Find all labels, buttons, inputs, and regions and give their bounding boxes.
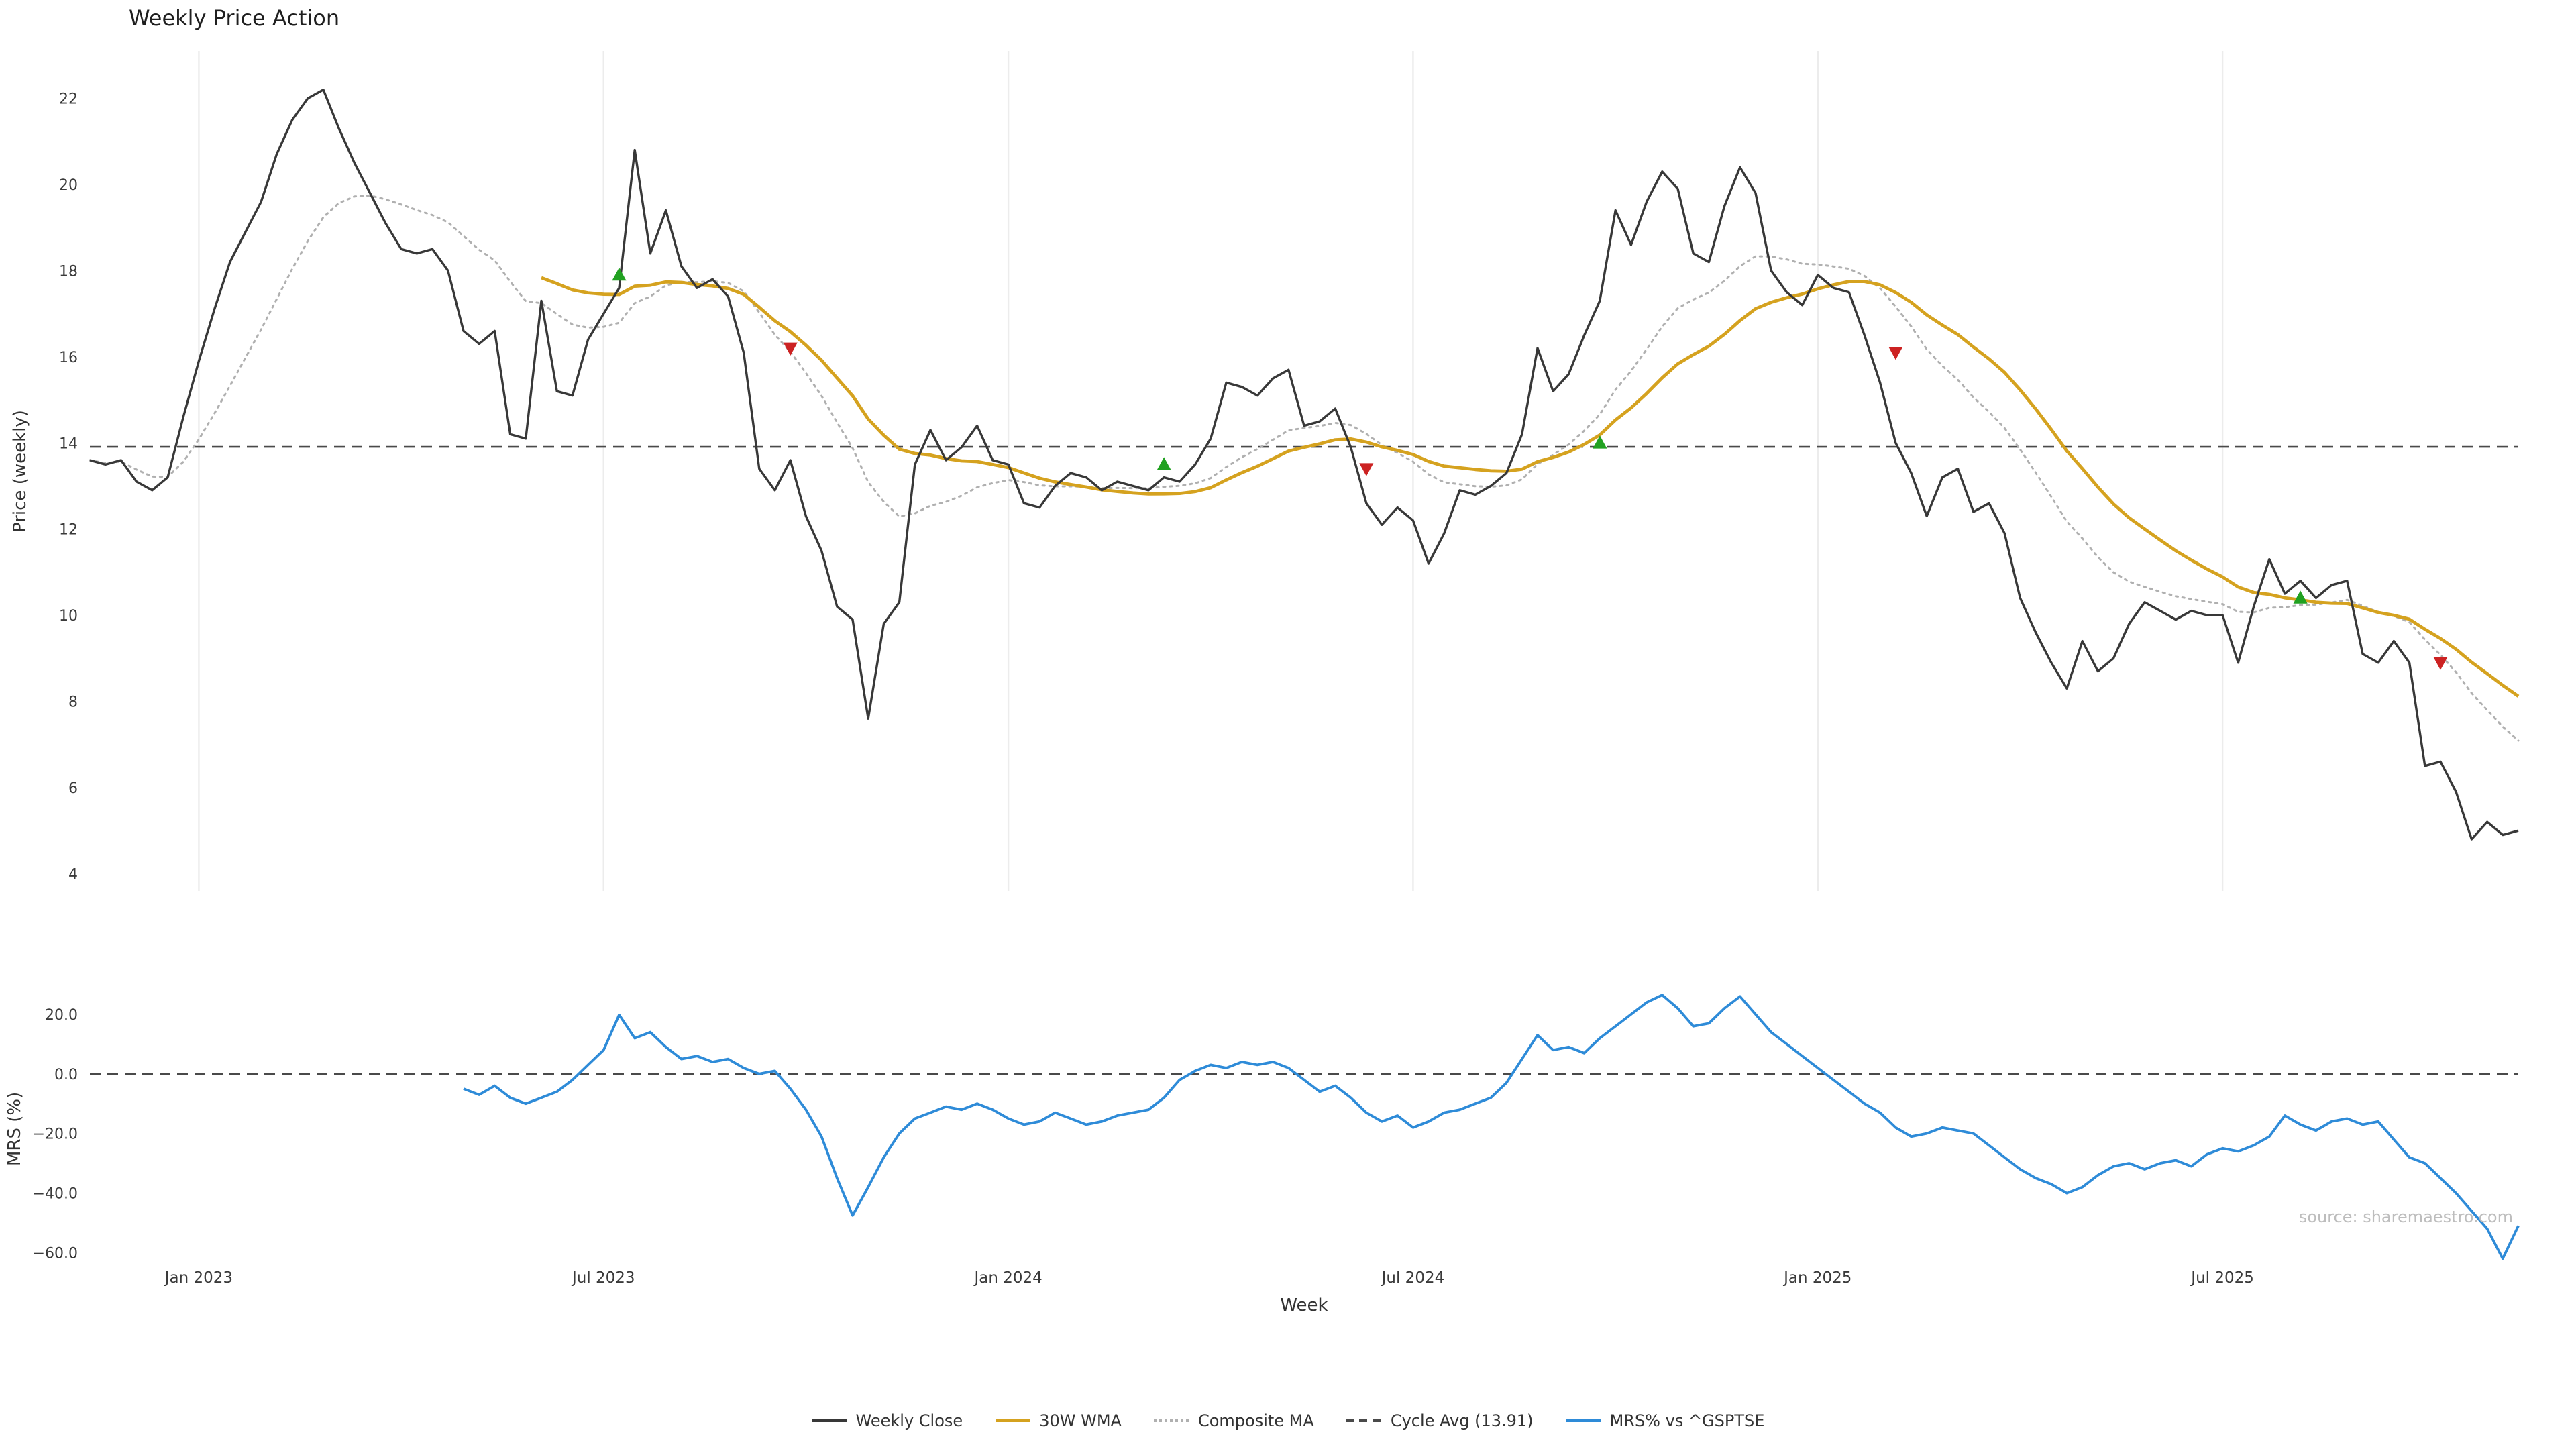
- sell-signal-marker: [1888, 347, 1903, 360]
- price-y-tick-label: 16: [59, 350, 78, 366]
- mrs-y-tick-label: −60.0: [33, 1245, 78, 1262]
- source-watermark: source: sharemaestro.com: [2298, 1208, 2513, 1226]
- mrs-y-tick-label: −40.0: [33, 1186, 78, 1203]
- sell-signal-marker: [1359, 463, 1374, 476]
- legend-label: Weekly Close: [855, 1411, 963, 1430]
- x-tick-label: Jan 2024: [973, 1269, 1042, 1287]
- price-y-tick-label: 14: [59, 435, 78, 452]
- price-y-tick-label: 22: [59, 91, 78, 108]
- legend-label: MRS% vs ^GSPTSE: [1609, 1411, 1765, 1430]
- wma-line: [541, 276, 2520, 698]
- x-axis-label: Week: [1280, 1296, 1328, 1316]
- x-tick-label: Jul 2024: [1381, 1269, 1445, 1287]
- legend-swatch-weekly-close: [811, 1419, 847, 1422]
- price-y-tick-label: 4: [68, 866, 78, 883]
- buy-signal-marker: [2293, 590, 2308, 604]
- mrs-y-tick-label: −20.0: [33, 1126, 78, 1143]
- buy-signal-marker: [1593, 435, 1607, 449]
- legend-item-composite-ma: Composite MA: [1153, 1411, 1314, 1430]
- legend-swatch-30w-wma: [995, 1419, 1030, 1422]
- buy-signal-marker: [1157, 457, 1171, 470]
- price-y-tick-label: 12: [59, 522, 78, 539]
- buy-signal-marker: [612, 267, 627, 281]
- x-tick-label: Jan 2023: [164, 1269, 233, 1287]
- sell-signal-marker: [783, 342, 798, 356]
- x-tick-label: Jul 2025: [2190, 1269, 2254, 1287]
- x-tick-label: Jan 2025: [1782, 1269, 1851, 1287]
- legend-item-weekly-close: Weekly Close: [811, 1411, 963, 1430]
- x-tick-label: Jul 2023: [571, 1269, 635, 1287]
- legend-swatch-composite-ma: [1153, 1419, 1189, 1422]
- weekly-close-line: [89, 89, 2519, 841]
- legend-item-mrs-vs-gsptse: MRS% vs ^GSPTSE: [1565, 1411, 1765, 1430]
- legend-label: 30W WMA: [1039, 1411, 1122, 1430]
- legend-item-30w-wma: 30W WMA: [995, 1411, 1122, 1430]
- legend-item-cycle-avg-13-91: Cycle Avg (13.91): [1346, 1411, 1534, 1430]
- price-y-tick-label: 10: [59, 608, 78, 625]
- chart-canvas: Jan 2023 Jul 2023 Jan 2024 Jul 2024 Jan 2025…: [33, 51, 2520, 1287]
- legend-swatch-cycle-avg-13-91: [1346, 1419, 1381, 1422]
- legend-swatch-mrs-vs-gsptse: [1565, 1419, 1601, 1422]
- composite-ma-line: [89, 194, 2520, 742]
- legend-label: Cycle Avg (13.91): [1390, 1411, 1534, 1430]
- mrs-line: [463, 994, 2520, 1260]
- mrs-y-tick-label: 20.0: [45, 1007, 78, 1024]
- price-y-tick-label: 6: [68, 780, 78, 797]
- chart-title: Weekly Price Action: [129, 5, 340, 31]
- price-y-tick-label: 20: [59, 177, 78, 194]
- price-y-tick-label: 8: [68, 694, 78, 710]
- sell-signal-marker: [2433, 657, 2448, 670]
- price-y-tick-label: 18: [59, 263, 78, 280]
- chart-legend: Weekly Close 30W WMA Composite MA Cycle Avg…: [0, 1411, 2576, 1430]
- legend-label: Composite MA: [1197, 1411, 1314, 1430]
- mrs-y-tick-label: 0.0: [54, 1067, 78, 1083]
